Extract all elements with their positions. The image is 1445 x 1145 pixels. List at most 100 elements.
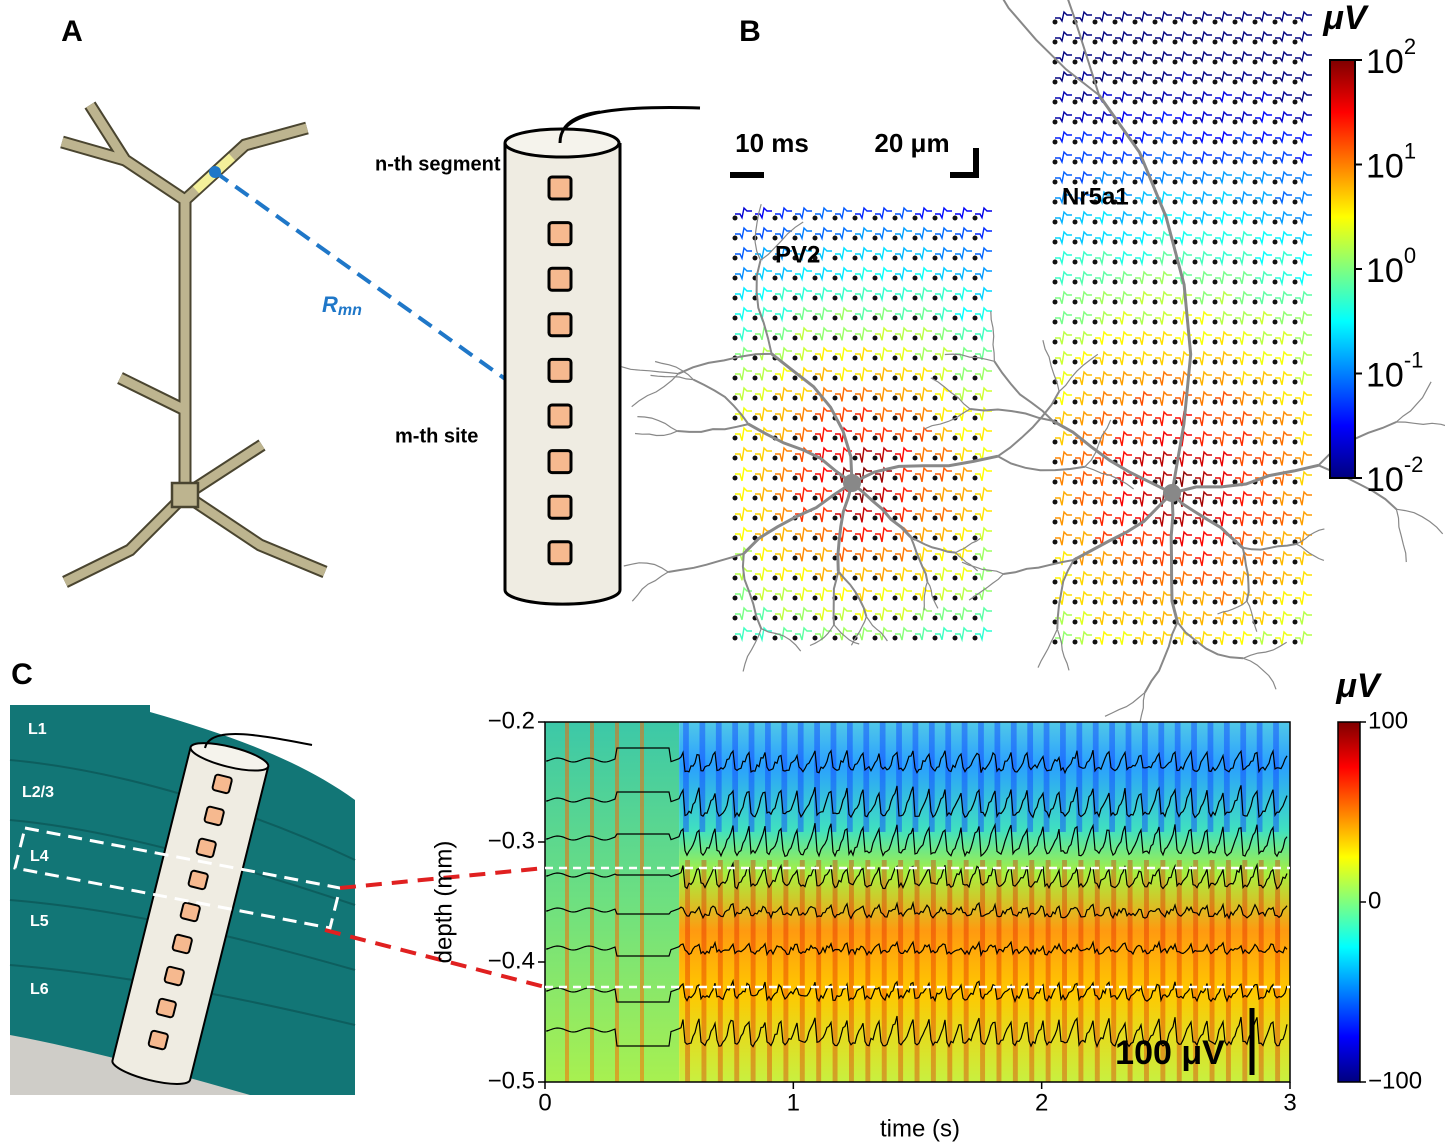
trace	[1155, 332, 1172, 345]
stripe-bottom	[931, 860, 936, 1082]
trace	[1195, 52, 1212, 61]
trace	[915, 488, 932, 502]
electrode	[1233, 40, 1238, 45]
trace	[875, 328, 892, 340]
trace	[1235, 272, 1252, 284]
trace	[1095, 312, 1112, 324]
electrode	[1113, 240, 1118, 245]
trace	[1295, 612, 1312, 624]
electrode	[813, 516, 818, 521]
electrode	[753, 376, 758, 381]
stripe-bottom	[1226, 860, 1231, 1082]
electrode	[893, 296, 898, 301]
electrode	[933, 536, 938, 541]
trace	[1135, 572, 1152, 586]
trace	[795, 428, 812, 442]
trace	[775, 588, 792, 600]
trace	[1215, 432, 1232, 446]
electrode	[973, 336, 978, 341]
trace	[915, 608, 932, 620]
electrode	[1173, 60, 1178, 65]
trace	[1255, 392, 1272, 405]
electrode	[793, 396, 798, 401]
trace	[1155, 552, 1172, 566]
trace	[955, 328, 972, 340]
trace	[1275, 12, 1292, 21]
electrode	[1113, 40, 1118, 45]
trace	[1115, 52, 1132, 61]
trace	[755, 308, 772, 320]
electrode	[1113, 360, 1118, 365]
electrode	[1153, 520, 1158, 525]
soma	[172, 483, 198, 507]
electrode	[973, 256, 978, 261]
trace	[915, 588, 932, 601]
electrode	[813, 356, 818, 361]
trace	[895, 488, 912, 502]
layer-label: L5	[30, 913, 49, 930]
stripe-bottom	[751, 860, 756, 1082]
trace	[1175, 12, 1192, 21]
trace	[1195, 92, 1212, 101]
electrode	[1093, 540, 1098, 545]
electrode	[953, 616, 958, 621]
electrode	[733, 636, 738, 641]
stripe-bottom	[783, 860, 788, 1082]
trace	[735, 468, 752, 481]
trace	[1175, 192, 1192, 203]
electrode	[1113, 520, 1118, 525]
stripe-bottom	[767, 860, 772, 1082]
electrode	[893, 236, 898, 241]
electrode	[1073, 100, 1078, 105]
electrode	[1273, 240, 1278, 245]
electrode	[1113, 220, 1118, 225]
electrode	[813, 536, 818, 541]
electrode	[893, 256, 898, 261]
trace	[855, 368, 872, 381]
trace	[755, 548, 772, 561]
electrode	[833, 356, 838, 361]
electrode	[913, 256, 918, 261]
trace	[1075, 272, 1092, 284]
trace	[1075, 352, 1092, 365]
electrode	[873, 636, 878, 641]
electrode	[753, 476, 758, 481]
y-tick-label: −0.4	[488, 947, 535, 974]
trace	[735, 328, 752, 340]
trace	[1055, 212, 1072, 223]
electrode	[1273, 640, 1278, 645]
trace	[1155, 112, 1172, 122]
electrode	[833, 336, 838, 341]
trace	[1235, 92, 1252, 101]
electrode	[1193, 120, 1198, 125]
electrode	[1273, 480, 1278, 485]
trace	[955, 608, 972, 620]
electrode	[833, 256, 838, 261]
trace	[1075, 512, 1092, 526]
trace	[1135, 192, 1152, 203]
electrode	[1253, 100, 1258, 105]
dendrite	[956, 553, 978, 571]
electrode	[1153, 600, 1158, 605]
electrode	[1273, 200, 1278, 205]
trace	[1155, 372, 1172, 385]
trace	[815, 348, 832, 361]
trace	[1055, 452, 1072, 465]
trace	[1275, 92, 1292, 101]
trace	[735, 608, 752, 620]
electrode	[953, 276, 958, 281]
trace	[775, 308, 792, 320]
electrode	[1213, 60, 1218, 65]
trace	[895, 228, 912, 238]
electrode	[1153, 300, 1158, 305]
trace	[935, 408, 952, 421]
electrode	[1213, 320, 1218, 325]
electrode	[1093, 580, 1098, 585]
trace	[895, 508, 912, 522]
trace	[875, 288, 892, 300]
electrode	[1293, 120, 1298, 125]
trace	[1095, 12, 1112, 21]
trace	[1055, 32, 1072, 41]
electrode	[1193, 560, 1198, 565]
trace	[1215, 312, 1232, 324]
